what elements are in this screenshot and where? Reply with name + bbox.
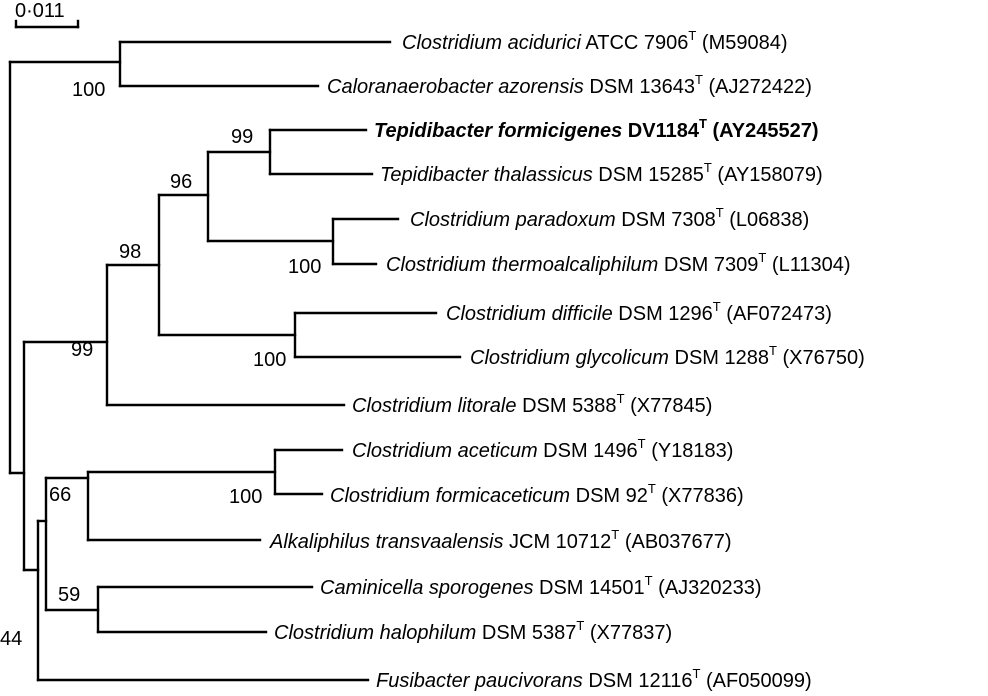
taxon-name: Alkaliphilus transvaalensis	[269, 531, 503, 553]
taxon-label: Caminicella sporogenes DSM 14501T (AJ320…	[320, 573, 762, 599]
taxon-label: Clostridium glycolicum DSM 1288T (X76750…	[470, 343, 865, 369]
bootstrap-label: 98	[119, 241, 141, 263]
type-strain-sup: T	[645, 573, 653, 588]
bootstrap-label: 100	[72, 79, 105, 101]
bootstrap-values: 100 99 96 100 98 100 99 100 66 59 44	[0, 79, 321, 650]
taxon-label: Fusibacter paucivorans DSM 12116T (AF050…	[376, 666, 812, 692]
taxon-label: Alkaliphilus transvaalensis JCM 10712T (…	[269, 527, 732, 553]
taxon-strain: DV1184	[628, 120, 700, 142]
taxon-accession: (AJ320233)	[658, 577, 761, 599]
taxon-name: Clostridium acidurici	[402, 32, 581, 54]
bootstrap-label: 44	[0, 628, 22, 650]
taxon-label: Caloranaerobacter azorensis DSM 13643T (…	[327, 72, 812, 98]
type-strain-sup: T	[617, 391, 625, 406]
taxon-label: Clostridium aceticum DSM 1496T (Y18183)	[352, 436, 733, 462]
taxon-accession: (AF072473)	[726, 303, 832, 325]
taxon-accession: (M59084)	[702, 32, 788, 54]
taxon-labels: Clostridium acidurici ATCC 7906T (M59084…	[269, 28, 865, 692]
taxon-strain: DSM 14501	[539, 577, 645, 599]
taxon-name: Clostridium formicaceticum	[330, 485, 570, 507]
taxon-name: Tepidibacter thalassicus	[380, 164, 593, 186]
bootstrap-label: 100	[288, 256, 321, 278]
taxon-accession: (AY158079)	[717, 164, 822, 186]
taxon-strain: DSM 15285	[598, 164, 704, 186]
taxon-strain: DSM 7309	[664, 254, 759, 276]
type-strain-sup: T	[758, 250, 766, 265]
taxon-strain: DSM 12116	[588, 670, 692, 692]
bootstrap-label: 99	[231, 126, 253, 148]
type-strain-sup: T	[638, 436, 646, 451]
taxon-accession: (Y18183)	[651, 440, 733, 462]
bootstrap-label: 99	[71, 339, 93, 361]
taxon-strain: DSM 5387	[482, 622, 577, 644]
taxon-accession: (AF050099)	[706, 670, 812, 692]
taxon-name: Clostridium thermoalcaliphilum	[386, 254, 658, 276]
taxon-name: Clostridium difficile	[446, 303, 613, 325]
taxon-name: Fusibacter paucivorans	[376, 670, 583, 692]
bootstrap-label: 66	[49, 484, 71, 506]
type-strain-sup: T	[713, 299, 721, 314]
taxon-name: Clostridium paradoxum	[410, 209, 616, 231]
taxon-label: Clostridium litorale DSM 5388T (X77845)	[352, 391, 712, 417]
type-strain-sup: T	[611, 527, 619, 542]
taxon-label-highlighted: Tepidibacter formicigenes DV1184T (AY245…	[374, 116, 818, 142]
taxon-name: Clostridium aceticum	[352, 440, 538, 462]
type-strain-sup: T	[699, 116, 707, 131]
taxon-label: Clostridium halophilum DSM 5387T (X77837…	[274, 618, 672, 644]
type-strain-sup: T	[576, 618, 584, 633]
taxon-strain: DSM 1296	[618, 303, 713, 325]
taxon-strain: ATCC 7906	[585, 32, 688, 54]
taxon-accession: (X77836)	[661, 485, 743, 507]
taxon-name: Clostridium halophilum	[274, 622, 476, 644]
taxon-strain: DSM 5388	[522, 395, 617, 417]
bootstrap-label: 59	[58, 584, 80, 606]
taxon-accession: (AY245527)	[712, 120, 818, 142]
taxon-accession: (AB037677)	[625, 531, 732, 553]
type-strain-sup: T	[695, 72, 703, 87]
taxon-accession: (L11304)	[772, 254, 851, 276]
taxon-label: Tepidibacter thalassicus DSM 15285T (AY1…	[380, 160, 823, 186]
bootstrap-label: 96	[170, 171, 192, 193]
tree-branches	[8, 40, 462, 682]
taxon-label: Clostridium formicaceticum DSM 92T (X778…	[330, 481, 744, 507]
scale-bar: 0·011	[14, 0, 80, 29]
taxon-strain: DSM 1496	[543, 440, 638, 462]
taxon-accession: (X76750)	[783, 347, 865, 369]
taxon-accession: (AJ272422)	[709, 76, 812, 98]
type-strain-sup: T	[648, 481, 656, 496]
taxon-strain: DSM 7308	[621, 209, 716, 231]
taxon-accession: (L06838)	[729, 209, 809, 231]
taxon-strain: DSM 1288	[675, 347, 770, 369]
type-strain-sup: T	[688, 28, 696, 43]
taxon-name: Clostridium litorale	[352, 395, 517, 417]
taxon-strain: JCM 10712	[509, 531, 611, 553]
taxon-name: Caloranaerobacter azorensis	[327, 76, 584, 98]
taxon-accession: (X77845)	[630, 395, 712, 417]
bootstrap-label: 100	[229, 486, 262, 508]
type-strain-sup: T	[716, 205, 724, 220]
taxon-label: Clostridium thermoalcaliphilum DSM 7309T…	[386, 250, 850, 276]
taxon-accession: (X77837)	[590, 622, 672, 644]
type-strain-sup: T	[692, 666, 700, 681]
taxon-strain: DSM 92	[576, 485, 648, 507]
bootstrap-label: 100	[253, 349, 286, 371]
taxon-name: Clostridium glycolicum	[470, 347, 669, 369]
taxon-name: Caminicella sporogenes	[320, 577, 533, 599]
taxon-label: Clostridium paradoxum DSM 7308T (L06838)	[410, 205, 809, 231]
taxon-label: Clostridium acidurici ATCC 7906T (M59084…	[402, 28, 788, 54]
type-strain-sup: T	[769, 343, 777, 358]
scale-bar-label: 0·011	[15, 0, 65, 22]
taxon-name: Tepidibacter formicigenes	[374, 120, 622, 142]
taxon-strain: DSM 13643	[589, 76, 695, 98]
type-strain-sup: T	[704, 160, 712, 175]
taxon-label: Clostridium difficile DSM 1296T (AF07247…	[446, 299, 832, 325]
